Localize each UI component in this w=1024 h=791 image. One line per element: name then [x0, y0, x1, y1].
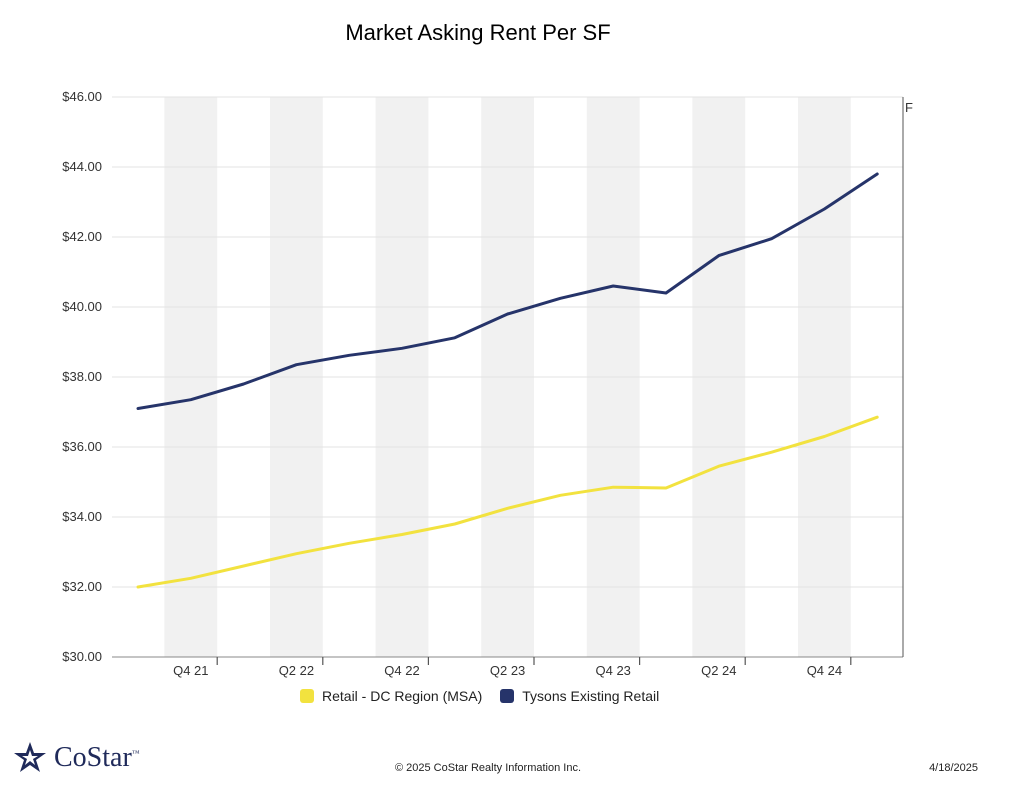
x-tick-label: Q2 22 — [279, 663, 314, 678]
chart-title: Market Asking Rent Per SF — [345, 20, 611, 45]
x-tick-label: Q4 23 — [595, 663, 630, 678]
y-tick-label: $30.00 — [62, 649, 102, 664]
x-tick-label: Q4 22 — [384, 663, 419, 678]
y-tick-label: $40.00 — [62, 299, 102, 314]
report-date: 4/18/2025 — [929, 762, 978, 774]
y-tick-label: $44.00 — [62, 159, 102, 174]
legend: Retail - DC Region (MSA) Tysons Existing… — [300, 688, 659, 704]
x-tick-label: Q4 21 — [173, 663, 208, 678]
y-tick-label: $36.00 — [62, 439, 102, 454]
costar-star-icon — [14, 742, 46, 772]
series-line-dc-region — [136, 415, 879, 589]
series-line-tysons — [136, 172, 879, 410]
legend-label: Tysons Existing Retail — [522, 688, 660, 704]
x-tick-label: Q2 23 — [490, 663, 525, 678]
y-tick-label: $34.00 — [62, 509, 102, 524]
logo-text: CoStar™ — [54, 742, 140, 773]
y-tick-label: $42.00 — [62, 229, 102, 244]
copyright-text: © 2025 CoStar Realty Information Inc. — [394, 762, 582, 774]
cropped-label: F — [905, 100, 913, 115]
x-tick-label: Q4 24 — [807, 663, 842, 678]
legend-item-dc-region[interactable]: Retail - DC Region (MSA) — [300, 688, 482, 704]
costar-logo: CoStar™ — [12, 740, 140, 776]
y-tick-label: $46.00 — [62, 89, 102, 104]
legend-label: Retail - DC Region (MSA) — [322, 688, 483, 704]
legend-swatch — [300, 689, 314, 703]
x-tick-label: Q2 24 — [701, 663, 736, 678]
legend-swatch — [500, 689, 515, 703]
y-tick-label: $32.00 — [62, 579, 102, 594]
legend-item-tysons[interactable]: Tysons Existing Retail — [500, 688, 659, 704]
y-tick-label: $38.00 — [62, 369, 102, 384]
